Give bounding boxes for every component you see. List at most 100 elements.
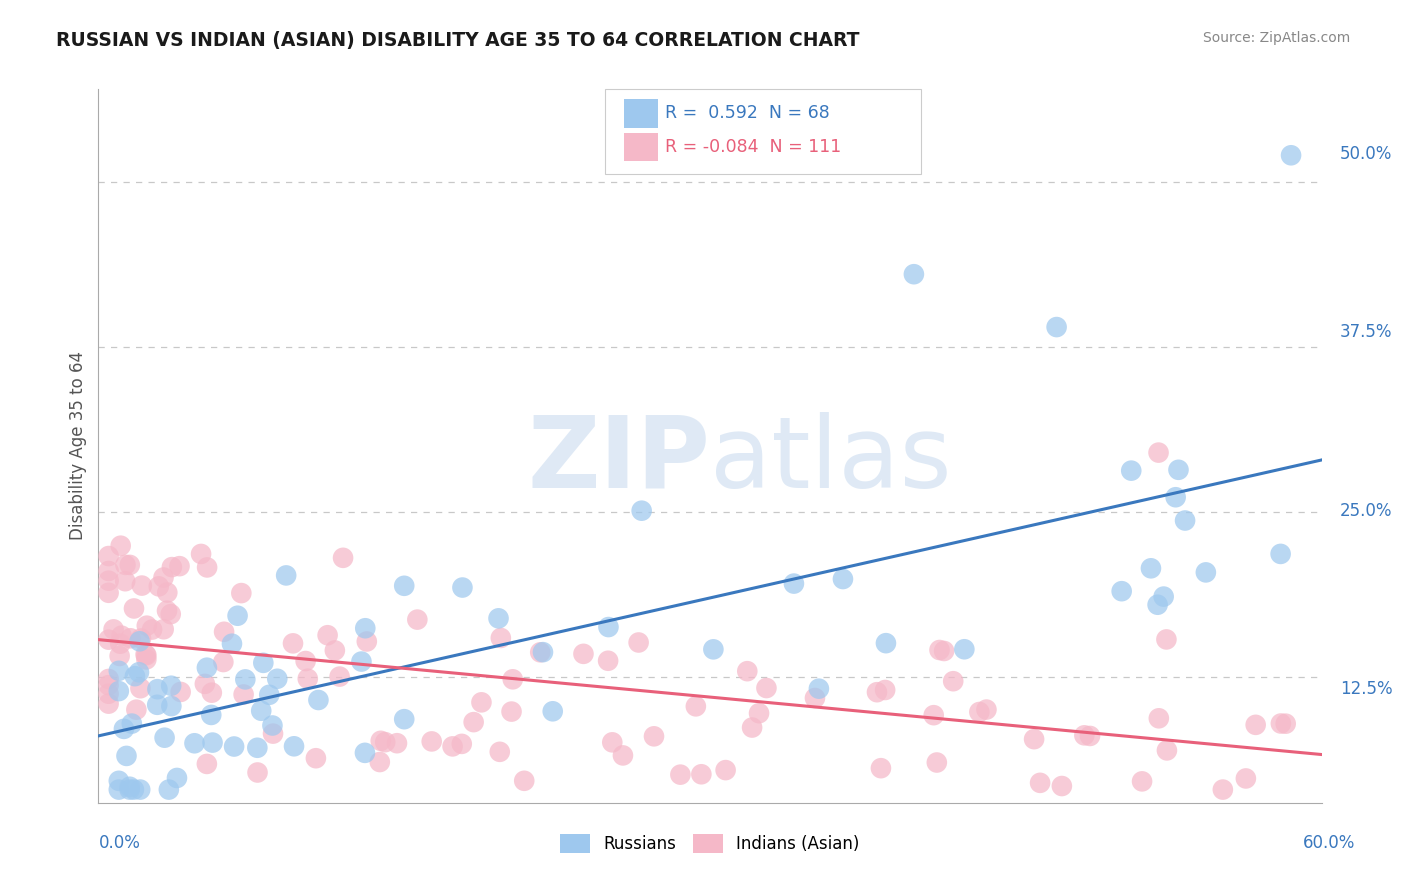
Point: [141, 623, 163, 637]
Point: [1045, 320, 1069, 334]
Point: [1078, 729, 1101, 743]
Point: [332, 550, 354, 565]
Point: [97, 586, 120, 600]
Point: [1130, 774, 1153, 789]
Point: [200, 707, 222, 722]
Point: [922, 708, 945, 723]
Point: [470, 695, 492, 709]
Text: Source: ZipAtlas.com: Source: ZipAtlas.com: [1202, 31, 1350, 45]
Point: [195, 661, 218, 675]
Point: [97, 549, 120, 563]
Point: [148, 579, 170, 593]
Text: R = -0.084  N = 111: R = -0.084 N = 111: [665, 138, 841, 156]
Point: [114, 574, 136, 589]
Point: [160, 560, 183, 574]
Point: [97, 632, 120, 647]
Text: RUSSIAN VS INDIAN (ASIAN) DISABILITY AGE 35 TO 64 CORRELATION CHART: RUSSIAN VS INDIAN (ASIAN) DISABILITY AGE…: [56, 31, 859, 50]
Point: [222, 739, 245, 754]
Point: [392, 712, 416, 726]
Point: [374, 735, 396, 749]
Point: [450, 737, 472, 751]
Point: [262, 726, 284, 740]
Point: [370, 733, 392, 747]
Point: [118, 558, 141, 572]
Point: [146, 698, 169, 712]
Point: [1121, 464, 1143, 478]
Point: [630, 504, 652, 518]
Point: [1195, 566, 1218, 580]
Point: [928, 643, 950, 657]
Point: [932, 644, 955, 658]
Point: [598, 620, 620, 634]
Text: 37.5%: 37.5%: [1340, 323, 1392, 341]
Point: [233, 673, 256, 687]
Point: [1244, 718, 1267, 732]
Point: [1147, 445, 1170, 459]
Point: [108, 664, 131, 678]
Point: [1050, 779, 1073, 793]
Point: [350, 655, 373, 669]
Point: [832, 572, 855, 586]
Point: [1029, 776, 1052, 790]
Point: [942, 674, 965, 689]
Point: [702, 642, 724, 657]
Point: [183, 736, 205, 750]
Text: atlas: atlas: [710, 412, 952, 508]
Point: [246, 740, 269, 755]
Point: [276, 568, 298, 582]
Point: [195, 560, 218, 574]
Point: [112, 722, 135, 736]
Point: [804, 691, 827, 706]
Point: [115, 748, 138, 763]
Point: [451, 581, 474, 595]
Point: [807, 681, 830, 696]
Point: [128, 634, 150, 648]
Point: [97, 687, 120, 701]
Point: [1274, 716, 1296, 731]
Point: [124, 669, 146, 683]
Point: [97, 697, 120, 711]
Point: [489, 631, 512, 645]
Point: [135, 648, 157, 663]
Point: [969, 705, 991, 719]
Point: [114, 558, 136, 572]
Point: [1270, 716, 1292, 731]
Point: [735, 664, 758, 678]
Point: [502, 673, 524, 687]
Text: 0.0%: 0.0%: [98, 834, 141, 852]
Point: [305, 751, 328, 765]
Point: [953, 642, 976, 657]
Point: [159, 607, 181, 621]
Point: [323, 643, 346, 657]
Point: [97, 672, 120, 686]
Point: [160, 699, 183, 714]
Point: [297, 672, 319, 686]
Point: [741, 721, 763, 735]
Point: [169, 685, 191, 699]
Text: R =  0.592  N = 68: R = 0.592 N = 68: [665, 104, 830, 122]
Text: 12.5%: 12.5%: [1340, 681, 1392, 698]
Point: [669, 767, 692, 781]
Point: [329, 670, 352, 684]
Point: [783, 576, 806, 591]
Point: [212, 624, 235, 639]
Point: [108, 773, 131, 788]
Point: [748, 706, 770, 721]
Point: [129, 681, 152, 696]
Point: [356, 634, 378, 648]
Legend: Russians, Indians (Asian): Russians, Indians (Asian): [554, 828, 866, 860]
Point: [97, 564, 120, 578]
Point: [316, 628, 339, 642]
Point: [488, 611, 510, 625]
Point: [441, 739, 464, 754]
Point: [160, 679, 183, 693]
Point: [129, 632, 152, 646]
Point: [529, 645, 551, 659]
Point: [925, 756, 948, 770]
Point: [152, 622, 174, 636]
Text: ZIP: ZIP: [527, 412, 710, 508]
Point: [1140, 561, 1163, 575]
Point: [97, 574, 120, 588]
Point: [685, 699, 707, 714]
Point: [195, 756, 218, 771]
